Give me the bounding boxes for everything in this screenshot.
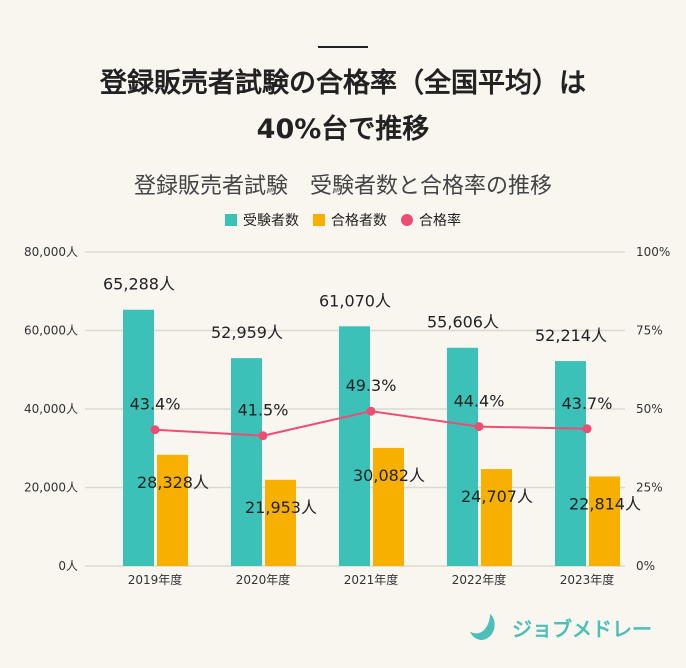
right-tick-label: 50% [636, 402, 663, 416]
x-tick-label: 2021年度 [344, 572, 399, 587]
chart-plot: 0人 20,000人 40,000人 60,000人 80,000人 0% 25% 50% 75… [24, 245, 670, 587]
x-tick-label: 2023年度 [560, 572, 615, 587]
data-label-pass-rate: 41.5% [238, 401, 289, 420]
data-label-examinees: 52,959人 [211, 323, 283, 342]
right-tick-label: 0% [636, 559, 655, 573]
legend-swatch [225, 214, 237, 226]
right-tick-label: 25% [636, 481, 663, 495]
legend-item-pass-rate: 合格率 [401, 210, 461, 230]
left-tick-label: 80,000人 [24, 245, 78, 259]
left-tick-label: 20,000人 [24, 481, 78, 495]
right-tick-label: 100% [636, 245, 670, 259]
data-label-passers: 22,814人 [569, 494, 641, 513]
x-tick-label: 2019年度 [128, 572, 183, 587]
bar-examinees [555, 361, 586, 566]
left-tick-label: 40,000人 [24, 402, 78, 416]
legend-item-passers: 合格者数 [313, 210, 387, 230]
bar-examinees [339, 326, 370, 566]
page-title-line1: 登録販売者試験の合格率（全国平均）は [100, 68, 586, 99]
data-label-passers: 21,953人 [245, 498, 317, 517]
data-label-passers: 24,707人 [461, 487, 533, 506]
x-tick-label: 2022年度 [452, 572, 507, 587]
data-label-pass-rate: 49.3% [346, 376, 397, 395]
legend-swatch [401, 214, 413, 226]
data-label-pass-rate: 43.4% [130, 395, 181, 414]
legend-label: 合格率 [419, 213, 461, 229]
data-label-examinees: 61,070人 [319, 291, 391, 310]
x-tick-label: 2020年度 [236, 572, 291, 587]
bar-passers [481, 469, 512, 566]
page-title-line2: 40%台で推移 [256, 114, 430, 145]
point-pass-rate [258, 431, 268, 441]
legend-label: 合格者数 [331, 213, 387, 229]
legend-swatch [313, 214, 325, 226]
data-label-passers: 28,328人 [137, 473, 209, 492]
bar-examinees [447, 347, 478, 566]
bar-passers [373, 447, 404, 566]
title-rule [318, 46, 368, 48]
point-pass-rate [582, 424, 592, 434]
jobmedley-logo-icon [470, 614, 495, 640]
legend-item-examinees: 受験者数 [225, 210, 299, 230]
bar-examinees [123, 309, 154, 566]
left-tick-label: 60,000人 [24, 324, 78, 338]
left-tick-label: 0人 [58, 559, 78, 573]
right-tick-label: 75% [636, 324, 663, 338]
data-label-passers: 30,082人 [353, 466, 425, 485]
bar-passers [157, 454, 188, 566]
brand-logo: ジョブメドレー [468, 612, 652, 642]
legend: 受験者数 合格者数 合格率 [0, 210, 686, 230]
data-label-examinees: 52,214人 [535, 326, 607, 345]
point-pass-rate [150, 425, 160, 435]
data-label-pass-rate: 43.7% [562, 394, 613, 413]
brand-name: ジョブメドレー [512, 616, 652, 641]
data-label-pass-rate: 44.4% [454, 392, 505, 411]
data-label-examinees: 65,288人 [103, 275, 175, 294]
point-pass-rate [366, 406, 376, 416]
chart-title: 登録販売者試験 受験者数と合格率の推移 [133, 174, 552, 199]
bar-examinees [231, 358, 262, 566]
bar-passers [265, 479, 296, 566]
bar-passers [589, 476, 620, 566]
data-label-examinees: 55,606人 [427, 313, 499, 332]
legend-label: 受験者数 [243, 213, 299, 229]
point-pass-rate [474, 422, 484, 432]
